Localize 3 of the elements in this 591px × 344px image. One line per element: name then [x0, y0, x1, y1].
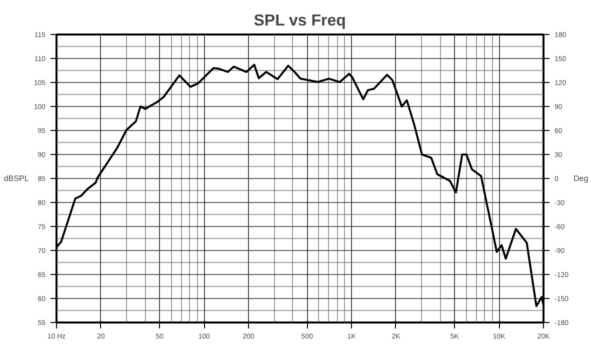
chart-title: SPL vs Freq [254, 12, 346, 30]
y-axis-title: dBSPL [4, 174, 30, 183]
y2-axis-title: Deg [574, 174, 588, 183]
